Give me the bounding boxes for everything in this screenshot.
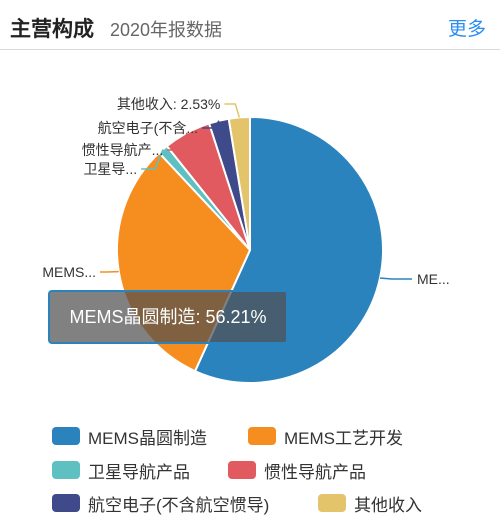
legend-item[interactable]: 其他收入 (318, 491, 422, 515)
leader-line (167, 132, 188, 151)
slice-label: 卫星导... (83, 161, 137, 177)
chart-tooltip: MEMS晶圆制造: 56.21% (48, 290, 288, 344)
more-link[interactable]: 更多 (447, 19, 486, 40)
legend-swatch (228, 461, 256, 479)
pie-slice[interactable] (227, 115, 251, 251)
slice-label: ME... (417, 271, 450, 287)
legend-swatch (52, 461, 80, 479)
legend-label: MEMS工艺开发 (284, 428, 403, 448)
legend-label: MEMS晶圆制造 (88, 428, 207, 448)
header: 主营构成 2020年报数据 更多 (0, 0, 500, 50)
legend-label: 其他收入 (354, 495, 422, 515)
page-subtitle: 2020年报数据 (110, 20, 223, 40)
legend-label: 卫星导航产品 (88, 462, 190, 482)
legend-swatch (52, 494, 80, 512)
legend-item[interactable]: 卫星导航产品 (52, 458, 190, 482)
legend-label: 航空电子(不含航空惯导) (88, 495, 270, 515)
leader-line (202, 120, 220, 129)
pie-chart: ME... MEMS... 卫星导... 惯性导航产... 航空电子(不含... 其他收入… (42, 96, 450, 384)
legend-item[interactable]: 惯性导航产品 (228, 458, 366, 482)
slice-label: 航空电子(不含... (98, 120, 198, 136)
legend-item[interactable]: 航空电子(不含航空惯导) (52, 491, 269, 515)
slice-label: MEMS... (42, 264, 96, 280)
legend-swatch (248, 427, 276, 445)
slice-label: 惯性导航产... (82, 142, 164, 158)
legend-item[interactable]: MEMS工艺开发 (248, 424, 403, 448)
leader-line (379, 277, 412, 280)
legend-swatch (318, 494, 346, 512)
legend-label: 惯性导航产品 (264, 462, 366, 482)
slice-label: 其他收入: 2.53% (117, 96, 220, 112)
page-title: 主营构成 (10, 18, 94, 41)
leader-line (141, 149, 164, 170)
legend-item[interactable]: MEMS晶圆制造 (52, 424, 207, 448)
leader-line (224, 103, 241, 118)
legend-swatch (52, 427, 80, 445)
